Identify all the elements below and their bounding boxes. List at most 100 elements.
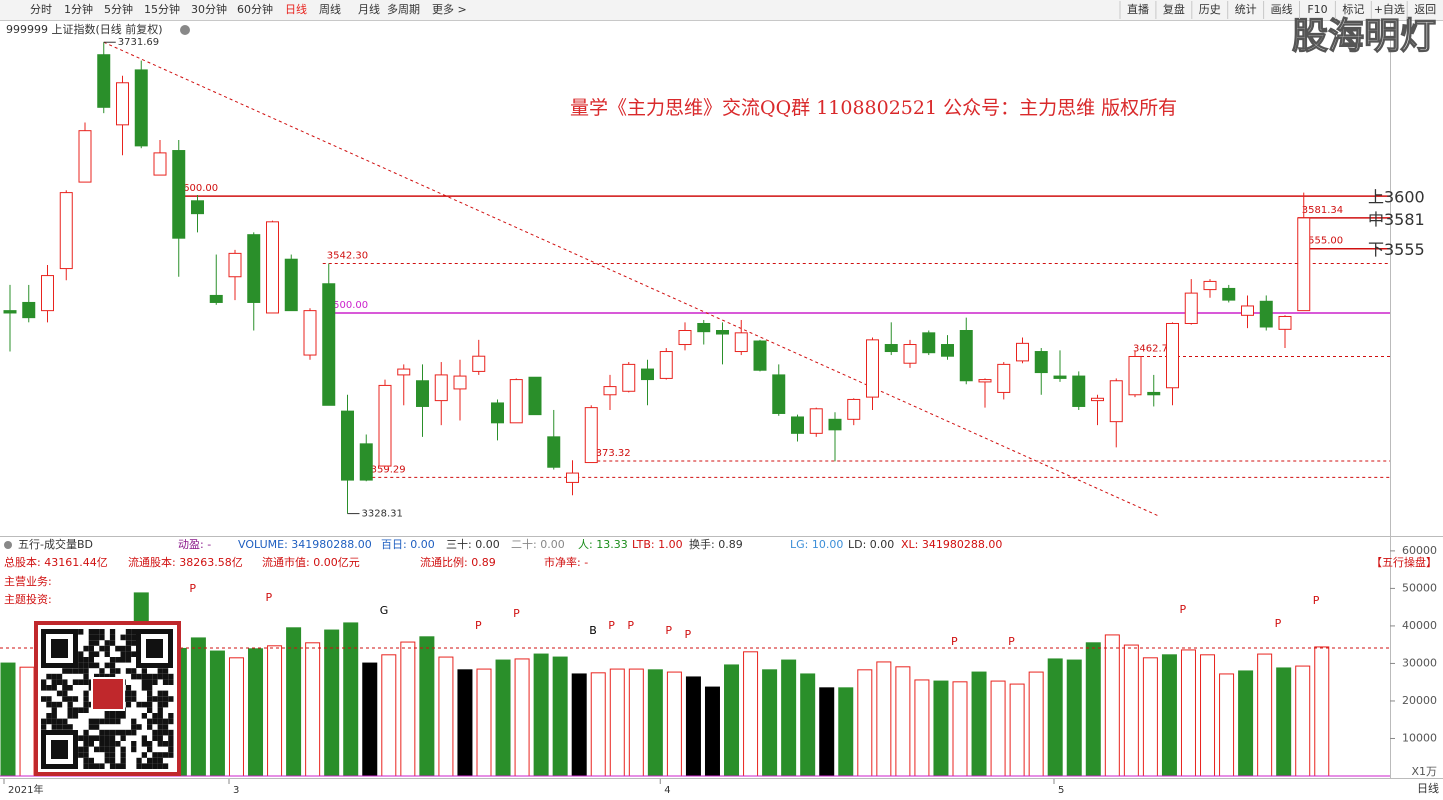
period-tab[interactable]: 月线 (358, 2, 380, 16)
qr-module (78, 657, 84, 663)
status-label[interactable]: 日线 (1417, 781, 1439, 795)
qr-module (62, 718, 68, 725)
toolbar-button[interactable]: 统计 (1235, 3, 1257, 16)
qr-module (157, 729, 163, 736)
qr-module (136, 701, 142, 708)
candle-body (472, 355, 486, 372)
toolbar-button[interactable]: 标记 (1342, 2, 1364, 16)
volume-bar (571, 673, 587, 777)
qr-module (131, 741, 137, 747)
volume-bar (362, 662, 378, 777)
qr-module (147, 757, 153, 764)
qr-module (56, 673, 63, 680)
qr-module (99, 735, 105, 741)
candle-body (1203, 280, 1217, 291)
indicator-name: 五行-成交量BD (18, 537, 93, 551)
qr-module (147, 673, 153, 680)
qr-module (51, 701, 57, 708)
candle-body (622, 363, 636, 392)
title-icon[interactable] (180, 25, 190, 35)
qr-module (162, 763, 169, 769)
volume-bar (838, 687, 854, 777)
volume-bar (914, 679, 930, 777)
qr-module (125, 629, 132, 635)
qr-module (131, 690, 137, 697)
qr-module (109, 662, 116, 669)
qr-module (83, 673, 89, 680)
volume-bar (1161, 654, 1177, 777)
toolbar-button[interactable]: F10 (1307, 3, 1327, 16)
info-value: 流通比例: 0.89 (420, 555, 496, 569)
qr-module (83, 679, 89, 685)
period-tab[interactable]: 日线 (285, 2, 307, 16)
qr-module (83, 662, 89, 669)
panel-icon[interactable] (4, 541, 12, 549)
level-label: 3581.34 (1302, 205, 1343, 216)
qr-module (120, 757, 126, 764)
qr-module (94, 634, 100, 641)
qr-module (115, 763, 121, 769)
toolbar-button[interactable]: 直播 (1127, 2, 1149, 16)
signal-label: B (589, 624, 597, 637)
qr-module (88, 662, 94, 669)
qr-module (141, 668, 147, 674)
qr-module (104, 735, 110, 741)
toolbar-button[interactable]: 复盘 (1163, 2, 1185, 16)
volume-bar (685, 676, 701, 777)
period-tab[interactable]: 多周期 (387, 2, 420, 16)
qr-module (88, 718, 94, 725)
candle-body (341, 410, 354, 481)
qr-module (46, 713, 52, 719)
volume-bar (1047, 658, 1063, 777)
volume-bar (1257, 653, 1273, 777)
qr-module (56, 690, 63, 697)
volume-bar (381, 654, 397, 777)
period-tab[interactable]: 30分钟 (191, 2, 227, 16)
toolbar-button[interactable]: +自选 (1374, 3, 1405, 16)
qr-module (104, 651, 110, 657)
qr-module (157, 735, 163, 741)
qr-module (131, 629, 137, 635)
qr-module (125, 634, 132, 641)
qr-module (157, 718, 163, 725)
period-tab[interactable]: 周线 (319, 2, 341, 16)
info-value: 流通股本: 38263.58亿 (128, 555, 243, 569)
candle-body (453, 375, 467, 390)
annotation: 量学《主力思维》交流QQ群 1108802521 公众号：主力思维 版权所有 (570, 97, 1177, 119)
period-tab[interactable]: 分时 (30, 3, 52, 16)
qr-module (125, 651, 132, 657)
toolbar-button[interactable]: 画线 (1271, 2, 1293, 16)
qr-module (157, 690, 163, 697)
volume-bar (514, 658, 530, 777)
period-tab[interactable]: 15分钟 (144, 2, 180, 16)
period-tab[interactable]: 5分钟 (104, 2, 133, 16)
candle-body (209, 294, 223, 303)
qr-module (41, 685, 47, 691)
qr-module (157, 752, 163, 758)
qr-module (109, 629, 116, 635)
period-tab[interactable]: 更多 > (432, 2, 467, 16)
volume-bar (0, 662, 16, 777)
qr-module (168, 696, 174, 702)
qr-module (109, 713, 116, 719)
candle-body (828, 418, 842, 431)
period-tab[interactable]: 1分钟 (64, 2, 93, 16)
period-tab[interactable]: 60分钟 (237, 2, 273, 16)
volume-bar (952, 681, 968, 777)
qr-module (67, 668, 73, 674)
candle-body (603, 386, 617, 396)
candle-body (266, 221, 279, 314)
qr-module (72, 713, 79, 719)
qr-module (120, 634, 126, 641)
qr-module (125, 690, 132, 697)
volume-bar (990, 680, 1006, 777)
qr-module (125, 729, 132, 736)
toolbar-button[interactable]: 返回 (1414, 3, 1436, 16)
qr-module (83, 645, 89, 652)
qr-module (168, 735, 174, 741)
toolbar-button[interactable]: 历史 (1199, 3, 1221, 16)
volume-bar (267, 645, 283, 777)
qr-module (131, 668, 137, 674)
